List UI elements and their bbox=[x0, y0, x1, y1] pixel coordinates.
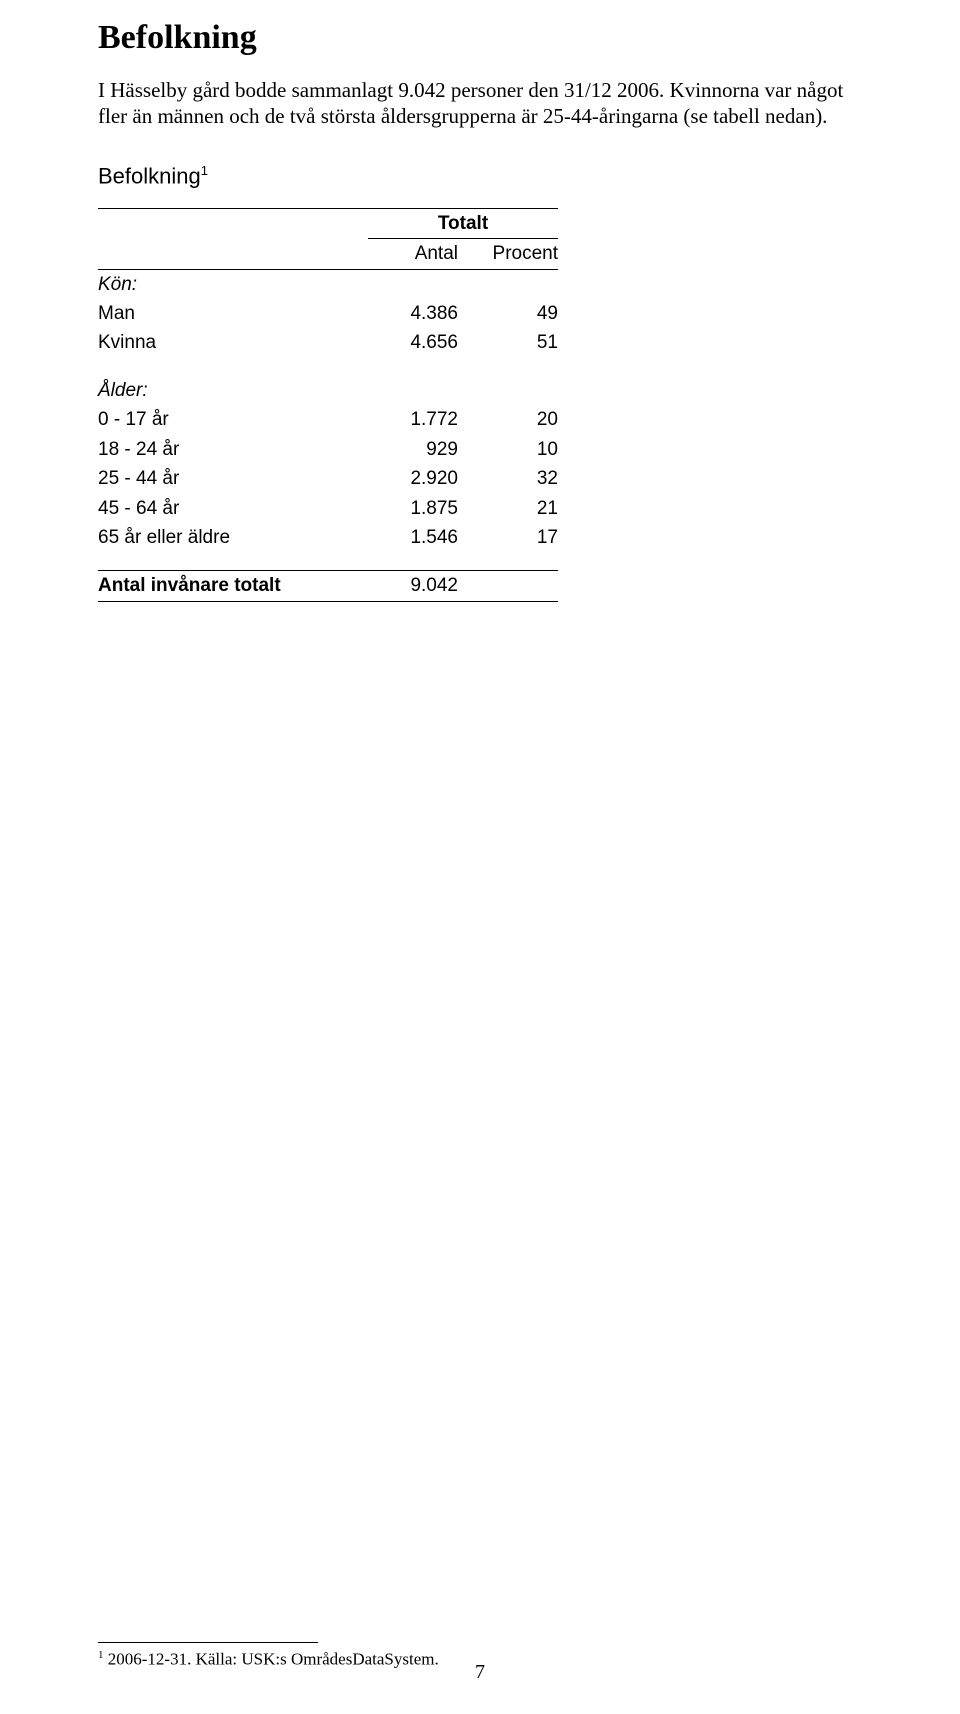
row-antal: 1.546 bbox=[368, 523, 458, 552]
row-antal: 2.920 bbox=[368, 464, 458, 493]
total-label: Antal invånare totalt bbox=[98, 571, 368, 601]
row-antal: 1.875 bbox=[368, 494, 458, 523]
header-antal: Antal bbox=[368, 239, 458, 269]
row-procent: 20 bbox=[458, 405, 558, 434]
row-antal: 4.656 bbox=[368, 328, 458, 357]
page: Befolkning I Hässelby gård bodde sammanl… bbox=[0, 0, 960, 1714]
row-procent: 21 bbox=[458, 494, 558, 523]
population-table: Totalt Antal Procent Kön: Man 4.386 49 K… bbox=[98, 208, 558, 602]
header-procent: Procent bbox=[458, 239, 558, 269]
table-total-row: Antal invånare totalt 9.042 bbox=[98, 571, 558, 601]
row-label: 18 - 24 år bbox=[98, 435, 368, 464]
table-row: 65 år eller äldre 1.546 17 bbox=[98, 523, 558, 552]
row-procent: 51 bbox=[458, 328, 558, 357]
table-row: 25 - 44 år 2.920 32 bbox=[98, 464, 558, 493]
table-caption-super: 1 bbox=[201, 163, 208, 178]
table-row: Kvinna 4.656 51 bbox=[98, 328, 558, 357]
row-label: Kvinna bbox=[98, 328, 368, 357]
row-label: 45 - 64 år bbox=[98, 494, 368, 523]
row-antal: 4.386 bbox=[368, 299, 458, 328]
table-row: 18 - 24 år 929 10 bbox=[98, 435, 558, 464]
section-alder-label: Ålder: bbox=[98, 376, 368, 405]
table-row: 0 - 17 år 1.772 20 bbox=[98, 405, 558, 434]
table-row: Man 4.386 49 bbox=[98, 299, 558, 328]
table-caption-text: Befolkning bbox=[98, 164, 201, 189]
row-antal: 929 bbox=[368, 435, 458, 464]
intro-paragraph: I Hässelby gård bodde sammanlagt 9.042 p… bbox=[98, 77, 862, 130]
row-label: Man bbox=[98, 299, 368, 328]
page-number: 7 bbox=[0, 1661, 960, 1684]
row-procent: 49 bbox=[458, 299, 558, 328]
row-procent: 32 bbox=[458, 464, 558, 493]
page-title: Befolkning bbox=[98, 18, 862, 59]
row-label: 25 - 44 år bbox=[98, 464, 368, 493]
row-label: 0 - 17 år bbox=[98, 405, 368, 434]
header-totalt: Totalt bbox=[368, 209, 558, 239]
row-procent: 10 bbox=[458, 435, 558, 464]
table-caption: Befolkning1 bbox=[98, 163, 862, 189]
page-number-wrap: 7 bbox=[0, 1661, 960, 1684]
table-row: 45 - 64 år 1.875 21 bbox=[98, 494, 558, 523]
row-antal: 1.772 bbox=[368, 405, 458, 434]
footnote-separator bbox=[98, 1642, 318, 1643]
total-value: 9.042 bbox=[368, 571, 458, 601]
row-label: 65 år eller äldre bbox=[98, 523, 368, 552]
row-procent: 17 bbox=[458, 523, 558, 552]
section-kon-label: Kön: bbox=[98, 270, 368, 299]
